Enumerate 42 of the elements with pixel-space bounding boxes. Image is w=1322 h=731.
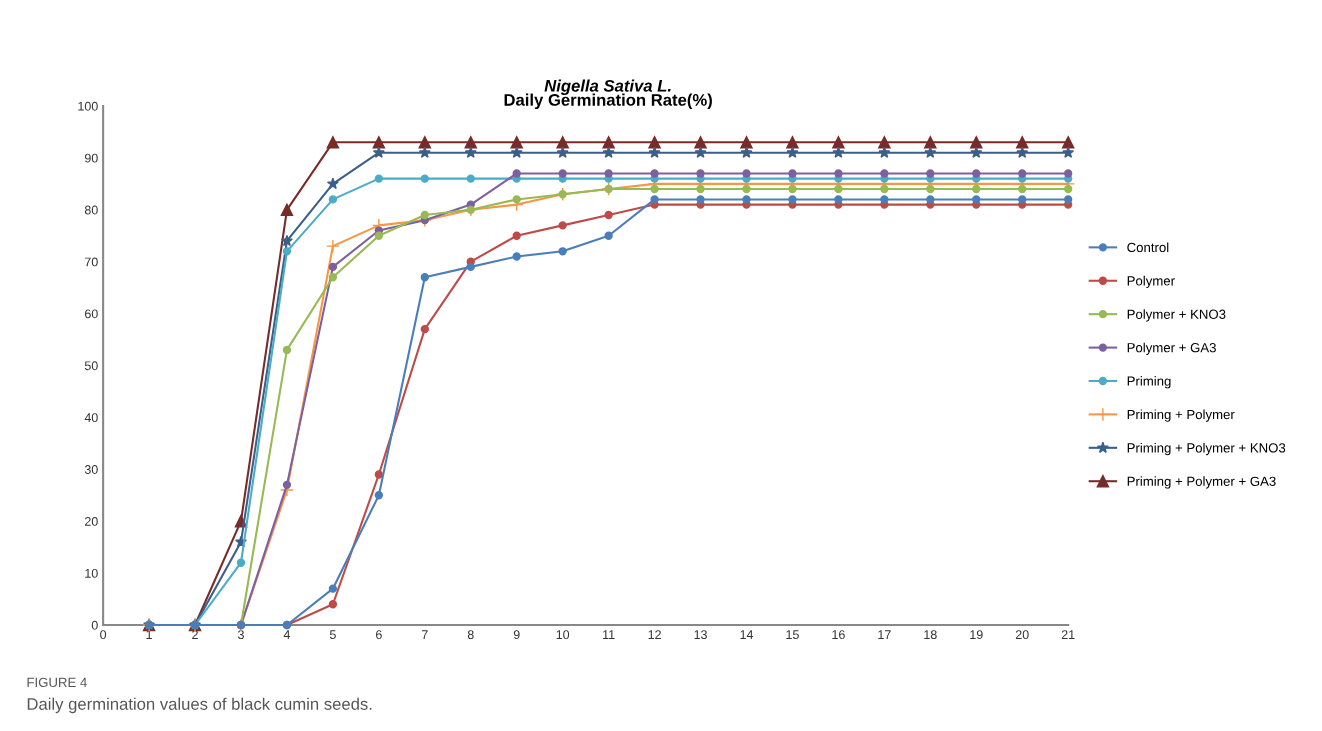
- x-tick-label: 15: [786, 630, 799, 640]
- x-tick-label: 5: [329, 630, 336, 640]
- x-tick-label: 6: [376, 630, 382, 640]
- x-tick-label: 20: [1015, 630, 1029, 640]
- x-tick-label: 13: [694, 630, 707, 640]
- y-tick-label: 100: [78, 101, 98, 111]
- x-tick-label: 14: [740, 630, 754, 639]
- x-tick-label: 21: [1061, 630, 1075, 639]
- y-tick-label: 40: [84, 413, 98, 423]
- x-tick-label: 12: [648, 630, 661, 639]
- y-tick-label: 80: [84, 205, 98, 215]
- y-tick-label: 60: [84, 309, 98, 319]
- x-tick-label: 11: [603, 630, 615, 639]
- x-tick-label: 7: [421, 630, 428, 639]
- y-tick-label: 50: [84, 361, 98, 371]
- y-tick-label: 20: [84, 517, 98, 526]
- x-tick-label: 3: [237, 630, 244, 640]
- x-tick-label: 8: [467, 630, 474, 640]
- text: Daily germination values of black cumin seeds.: [27, 697, 372, 714]
- x-tick-label: 10: [556, 630, 570, 640]
- legend-label: Polymer + KNO3: [1127, 309, 1226, 322]
- caption: FIGURE 4: [27, 677, 87, 688]
- legend-label: Priming: [1127, 376, 1171, 389]
- legend-label: Priming + Polymer: [1127, 409, 1235, 422]
- legend-label: Priming + Polymer + KNO3: [1127, 442, 1286, 456]
- y-tick-label: 70: [84, 257, 98, 267]
- chart-subtitle: Daily Germination Rate(%): [504, 93, 712, 110]
- legend-label: Control: [1127, 242, 1169, 253]
- x-tick-label: 0: [100, 630, 107, 640]
- legend-label: Polymer: [1127, 275, 1175, 289]
- x-tick-label: 18: [924, 630, 937, 640]
- x-tick-label: 17: [878, 630, 891, 639]
- x-tick-label: 9: [513, 630, 520, 640]
- x-tick-label: 19: [970, 630, 983, 640]
- y-tick-label: 10: [85, 568, 98, 578]
- legend-label: Polymer + GA3: [1127, 342, 1216, 355]
- y-tick-label: 0: [91, 620, 98, 630]
- x-tick-label: 4: [283, 630, 291, 639]
- legend-label: Priming + Polymer + GA3: [1127, 476, 1276, 489]
- x-tick-label: 16: [832, 630, 845, 640]
- y-tick-label: 30: [84, 465, 98, 474]
- y-tick-label: 90: [84, 153, 98, 163]
